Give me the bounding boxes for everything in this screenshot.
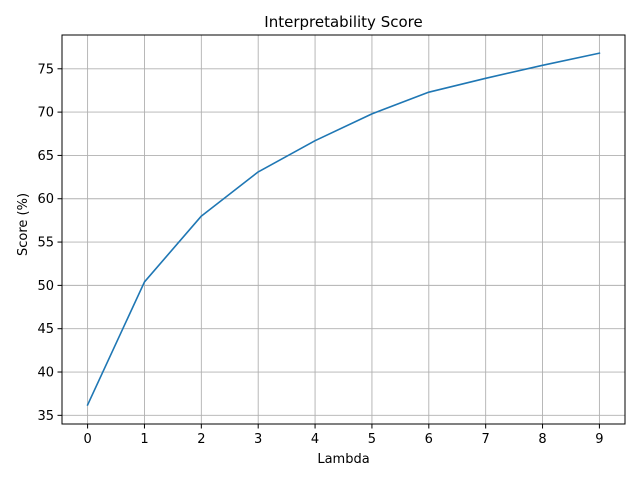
x-tick-label: 7 xyxy=(482,432,490,447)
y-tick-label: 45 xyxy=(37,322,54,337)
x-tick-label: 4 xyxy=(311,432,319,447)
x-tick-label: 8 xyxy=(538,432,546,447)
x-tick-label: 1 xyxy=(140,432,148,447)
y-tick-label: 70 xyxy=(37,106,54,121)
y-axis-label: Score (%) xyxy=(16,193,31,256)
x-tick-label: 2 xyxy=(197,432,205,447)
y-tick-label: 55 xyxy=(37,236,54,251)
y-tick-label: 50 xyxy=(37,279,54,294)
plot-frame xyxy=(61,34,626,425)
y-tick-label: 65 xyxy=(37,149,54,164)
grid xyxy=(62,35,625,424)
x-tick-label: 3 xyxy=(254,432,262,447)
x-axis-label: Lambda xyxy=(317,452,369,467)
x-tick-label: 9 xyxy=(595,432,603,447)
series-layer xyxy=(86,52,601,407)
y-tick-label: 40 xyxy=(37,366,54,381)
x-tick-label: 6 xyxy=(425,432,433,447)
series-line xyxy=(86,52,601,407)
y-tick-label: 75 xyxy=(37,62,54,77)
y-tick-label: 60 xyxy=(37,192,54,207)
x-tick-label: 5 xyxy=(368,432,376,447)
x-tick-label: 0 xyxy=(83,432,91,447)
chart-title: Interpretability Score xyxy=(264,13,422,31)
x-axis: 0 1 2 3 4 5 6 7 8 9 xyxy=(83,424,604,447)
y-axis: 35 40 45 50 55 60 65 70 75 xyxy=(37,62,62,424)
y-tick-label: 35 xyxy=(37,409,54,424)
